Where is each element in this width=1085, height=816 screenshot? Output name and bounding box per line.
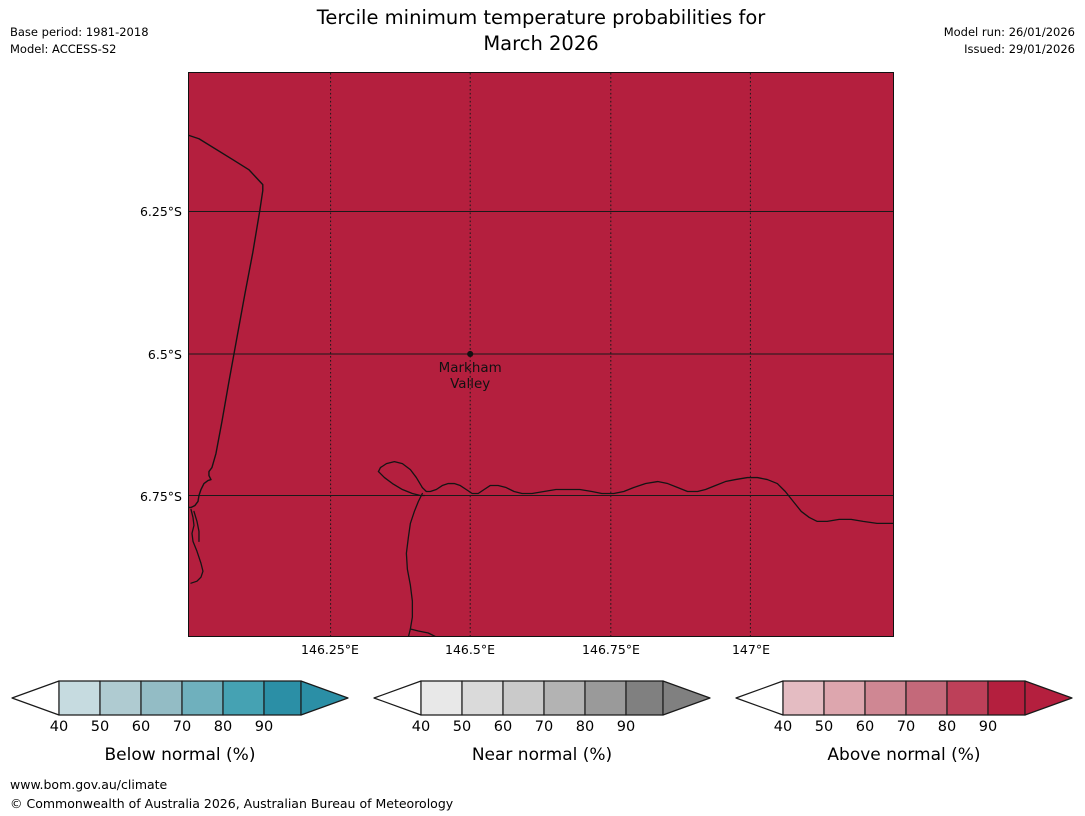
latitude-tick-6.75S: 6.75°S (139, 489, 182, 504)
cbar-below-over-arrow (300, 680, 349, 716)
colorbar-below-normal-svg (11, 680, 349, 716)
cbar-near-swatch-40 (420, 680, 463, 716)
colorbar-below-normal: 40 50 60 70 80 90 Below normal (%) (0, 678, 360, 765)
model-run-text: Model run: 26/01/2026 (943, 25, 1075, 39)
colorbar-above-normal-svg (735, 680, 1073, 716)
place-marker-dot (467, 350, 474, 358)
page-title: Tercile minimum temperature probabilitie… (188, 5, 894, 57)
place-label-line1: Markham (439, 361, 502, 376)
cbar-below-swatch-60 (140, 680, 183, 716)
colorbar-near-normal: 40 50 60 70 80 90 Near normal (%) (362, 678, 722, 765)
cbar-below-under-arrow (11, 680, 60, 716)
cbar-below-swatch-70 (181, 680, 224, 716)
page-title-line2: March 2026 (483, 32, 599, 55)
map-svg: Markham Valley (189, 73, 893, 636)
cbar-above-swatch-50 (823, 680, 866, 716)
colorbar-near-caption: Near normal (%) (471, 745, 613, 765)
cbar-above-tick-50: 50 (814, 719, 834, 735)
cbar-below-swatch-40 (58, 680, 101, 716)
place-label-line2: Valley (450, 377, 490, 392)
cbar-above-swatch-70 (905, 680, 948, 716)
longitude-tick-146.25E: 146.25°E (301, 642, 359, 657)
latitude-tick-6.5S: 6.5°S (147, 347, 182, 362)
cbar-near-tick-90: 90 (616, 719, 636, 735)
cbar-near-over-arrow (662, 680, 711, 716)
footer-url: www.bom.gov.au/climate (10, 777, 168, 792)
page-title-line1: Tercile minimum temperature probabilitie… (316, 6, 766, 29)
cbar-near-swatch-50 (461, 680, 504, 716)
header-right-metadata: Model run: 26/01/2026 Issued: 29/01/2026 (944, 24, 1075, 58)
cbar-near-tick-80: 80 (575, 719, 595, 735)
base-period-text: Base period: 1981-2018 (10, 25, 149, 39)
model-text: Model: ACCESS-S2 (10, 42, 117, 56)
cbar-above-tick-40: 40 (773, 719, 793, 735)
cbar-below-tick-80: 80 (213, 719, 233, 735)
colorbar-above-caption: Above normal (%) (827, 745, 981, 765)
cbar-below-tick-50: 50 (90, 719, 110, 735)
longitude-tick-146.5E: 146.5°E (445, 642, 495, 657)
cbar-near-swatch-80 (584, 680, 627, 716)
cbar-below-swatch-50 (99, 680, 142, 716)
longitude-tick-147E: 147°E (731, 642, 770, 657)
cbar-below-swatch-90 (263, 680, 302, 716)
header-left-metadata: Base period: 1981-2018 Model: ACCESS-S2 (10, 24, 149, 58)
cbar-below-tick-90: 90 (254, 719, 274, 735)
cbar-near-tick-40: 40 (411, 719, 431, 735)
cbar-near-tick-60: 60 (493, 719, 513, 735)
cbar-above-swatch-80 (946, 680, 989, 716)
coastline-southeast (377, 460, 893, 636)
cbar-above-over-arrow (1024, 680, 1073, 716)
cbar-near-tick-50: 50 (452, 719, 472, 735)
cbar-near-swatch-70 (543, 680, 586, 716)
cbar-above-tick-90: 90 (978, 719, 998, 735)
latitude-tick-6.25S: 6.25°S (139, 204, 182, 219)
colorbar-near-normal-svg (373, 680, 711, 716)
issued-text: Issued: 29/01/2026 (964, 42, 1075, 56)
map-plot-area: Markham Valley (188, 72, 894, 637)
footer: www.bom.gov.au/climate © Commonwealth of… (10, 775, 453, 813)
colorbar-above-normal: 40 50 60 70 80 90 Above normal (%) (724, 678, 1084, 765)
cbar-below-tick-70: 70 (172, 719, 192, 735)
colorbar-below-ticks: 40 50 60 70 80 90 (0, 719, 360, 739)
cbar-above-under-arrow (735, 680, 784, 716)
longitude-tick-146.75E: 146.75°E (582, 642, 640, 657)
cbar-above-swatch-90 (987, 680, 1026, 716)
cbar-near-swatch-60 (502, 680, 545, 716)
cbar-near-under-arrow (373, 680, 422, 716)
cbar-above-swatch-60 (864, 680, 907, 716)
colorbar-below-caption: Below normal (%) (104, 745, 256, 765)
cbar-near-swatch-90 (625, 680, 664, 716)
cbar-below-swatch-80 (222, 680, 265, 716)
coastline-northwest (189, 134, 264, 509)
coastline-island-southwest (190, 508, 204, 584)
cbar-below-tick-60: 60 (131, 719, 151, 735)
latitude-gridlines (189, 211, 893, 496)
cbar-near-tick-70: 70 (534, 719, 554, 735)
cbar-above-tick-80: 80 (937, 719, 957, 735)
cbar-above-swatch-40 (782, 680, 825, 716)
cbar-above-tick-60: 60 (855, 719, 875, 735)
colorbar-near-ticks: 40 50 60 70 80 90 (362, 719, 722, 739)
colorbar-above-ticks: 40 50 60 70 80 90 (724, 719, 1084, 739)
cbar-below-tick-40: 40 (49, 719, 69, 735)
footer-copyright: © Commonwealth of Australia 2026, Austra… (10, 796, 454, 811)
cbar-above-tick-70: 70 (896, 719, 916, 735)
